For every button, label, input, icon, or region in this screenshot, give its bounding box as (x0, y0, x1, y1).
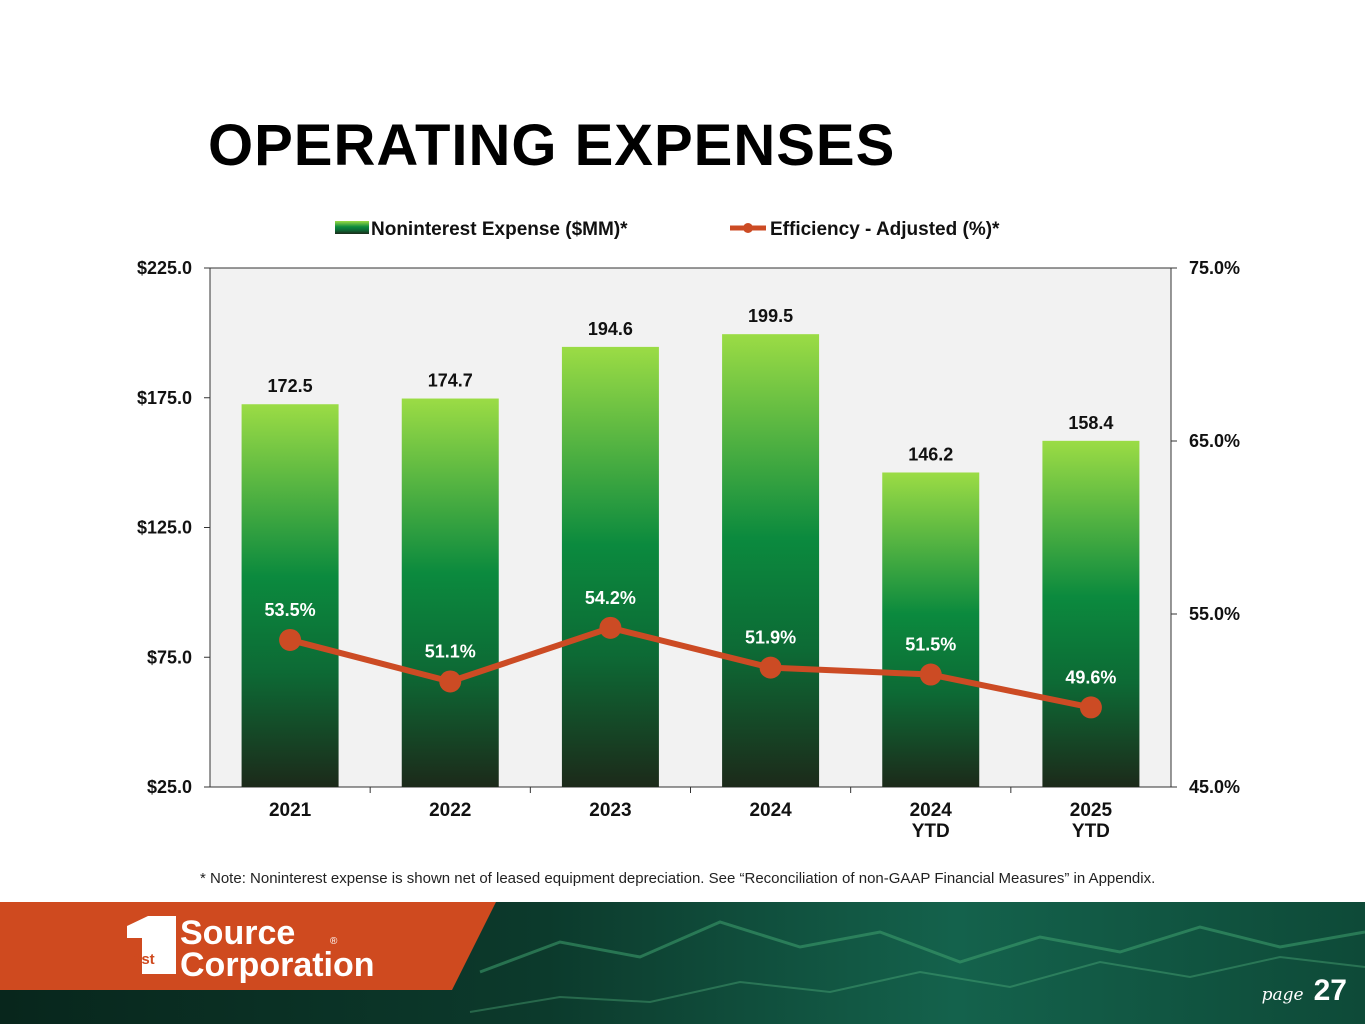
y-left-tick-label: $25.0 (147, 777, 192, 797)
logo-line-1: Source (180, 914, 295, 952)
logo-line-2: Corporation (180, 946, 375, 984)
legend-bar-label: Noninterest Expense ($MM)* (371, 219, 628, 240)
bar (241, 404, 339, 787)
efficiency-point (439, 670, 462, 693)
bar (561, 346, 659, 787)
page-word: page (1261, 985, 1304, 1005)
bar-value-label: 174.7 (428, 371, 473, 391)
efficiency-point (919, 663, 942, 686)
efficiency-value-label: 49.6% (1065, 667, 1116, 687)
footer-decoration: 1st Source Corporation ® (0, 902, 1365, 1013)
bar (722, 334, 820, 787)
y-right-tick-label: 45.0% (1189, 777, 1240, 797)
legend-line-marker (743, 223, 753, 233)
combo-chart: $225.0 $175.0 $125.0 $75.0 $25.0 75.0% 65.0% 55… (137, 219, 1240, 842)
bar-value-label: 194.6 (588, 319, 633, 339)
bar-value-label: 172.5 (268, 376, 313, 396)
x-tick-label: 2025 (1070, 800, 1113, 821)
bar (401, 398, 499, 787)
efficiency-point (599, 616, 622, 639)
bar (882, 472, 980, 787)
footer-banner: 1st Source Corporation ® page 27 (0, 902, 1365, 1024)
y-left-tick-label: $125.0 (137, 518, 192, 538)
logo-badge: 1st (133, 951, 155, 968)
y-left-tick-label: $175.0 (137, 388, 192, 408)
x-tick-label: 2022 (429, 800, 471, 821)
x-tick-label: 2023 (589, 800, 631, 821)
x-tick-label: 2024 (910, 800, 953, 821)
efficiency-value-label: 51.9% (745, 628, 796, 648)
y-right-tick-label: 65.0% (1189, 431, 1240, 451)
efficiency-point (1079, 696, 1102, 719)
legend-bar-swatch (335, 221, 369, 234)
efficiency-value-label: 54.2% (585, 588, 636, 608)
y-right-tick-label: 55.0% (1189, 604, 1240, 624)
bar-value-label: 158.4 (1068, 413, 1113, 433)
page-number: 27 (1313, 974, 1347, 1007)
footnote: * Note: Noninterest expense is shown net… (200, 870, 1156, 887)
legend-line-label: Efficiency - Adjusted (%)* (770, 219, 1000, 240)
plot-area (209, 267, 1172, 788)
x-tick-label: YTD (1072, 821, 1110, 842)
efficiency-point (759, 656, 782, 679)
svg-text:®: ® (330, 936, 338, 947)
logo-panel (0, 902, 496, 990)
efficiency-value-label: 51.5% (905, 635, 956, 655)
x-tick-label: 2021 (269, 800, 312, 821)
efficiency-line (289, 624, 1092, 711)
efficiency-point (279, 628, 302, 651)
efficiency-value-label: 53.5% (265, 600, 316, 620)
x-tick-label: 2024 (749, 800, 792, 821)
x-tick-label: YTD (912, 821, 950, 842)
efficiency-value-label: 51.1% (425, 641, 476, 661)
bar-value-label: 199.5 (748, 306, 793, 326)
bar-value-label: 146.2 (908, 444, 953, 464)
y-left-tick-label: $75.0 (147, 647, 192, 667)
y-left-tick-label: $225.0 (137, 258, 192, 278)
page-title: OPERATING EXPENSES (208, 113, 896, 178)
bar (1042, 440, 1140, 787)
y-right-tick-label: 75.0% (1189, 258, 1240, 278)
company-logo: 1st Source Corporation ® (127, 914, 375, 984)
page-indicator: page 27 (1262, 974, 1347, 1008)
